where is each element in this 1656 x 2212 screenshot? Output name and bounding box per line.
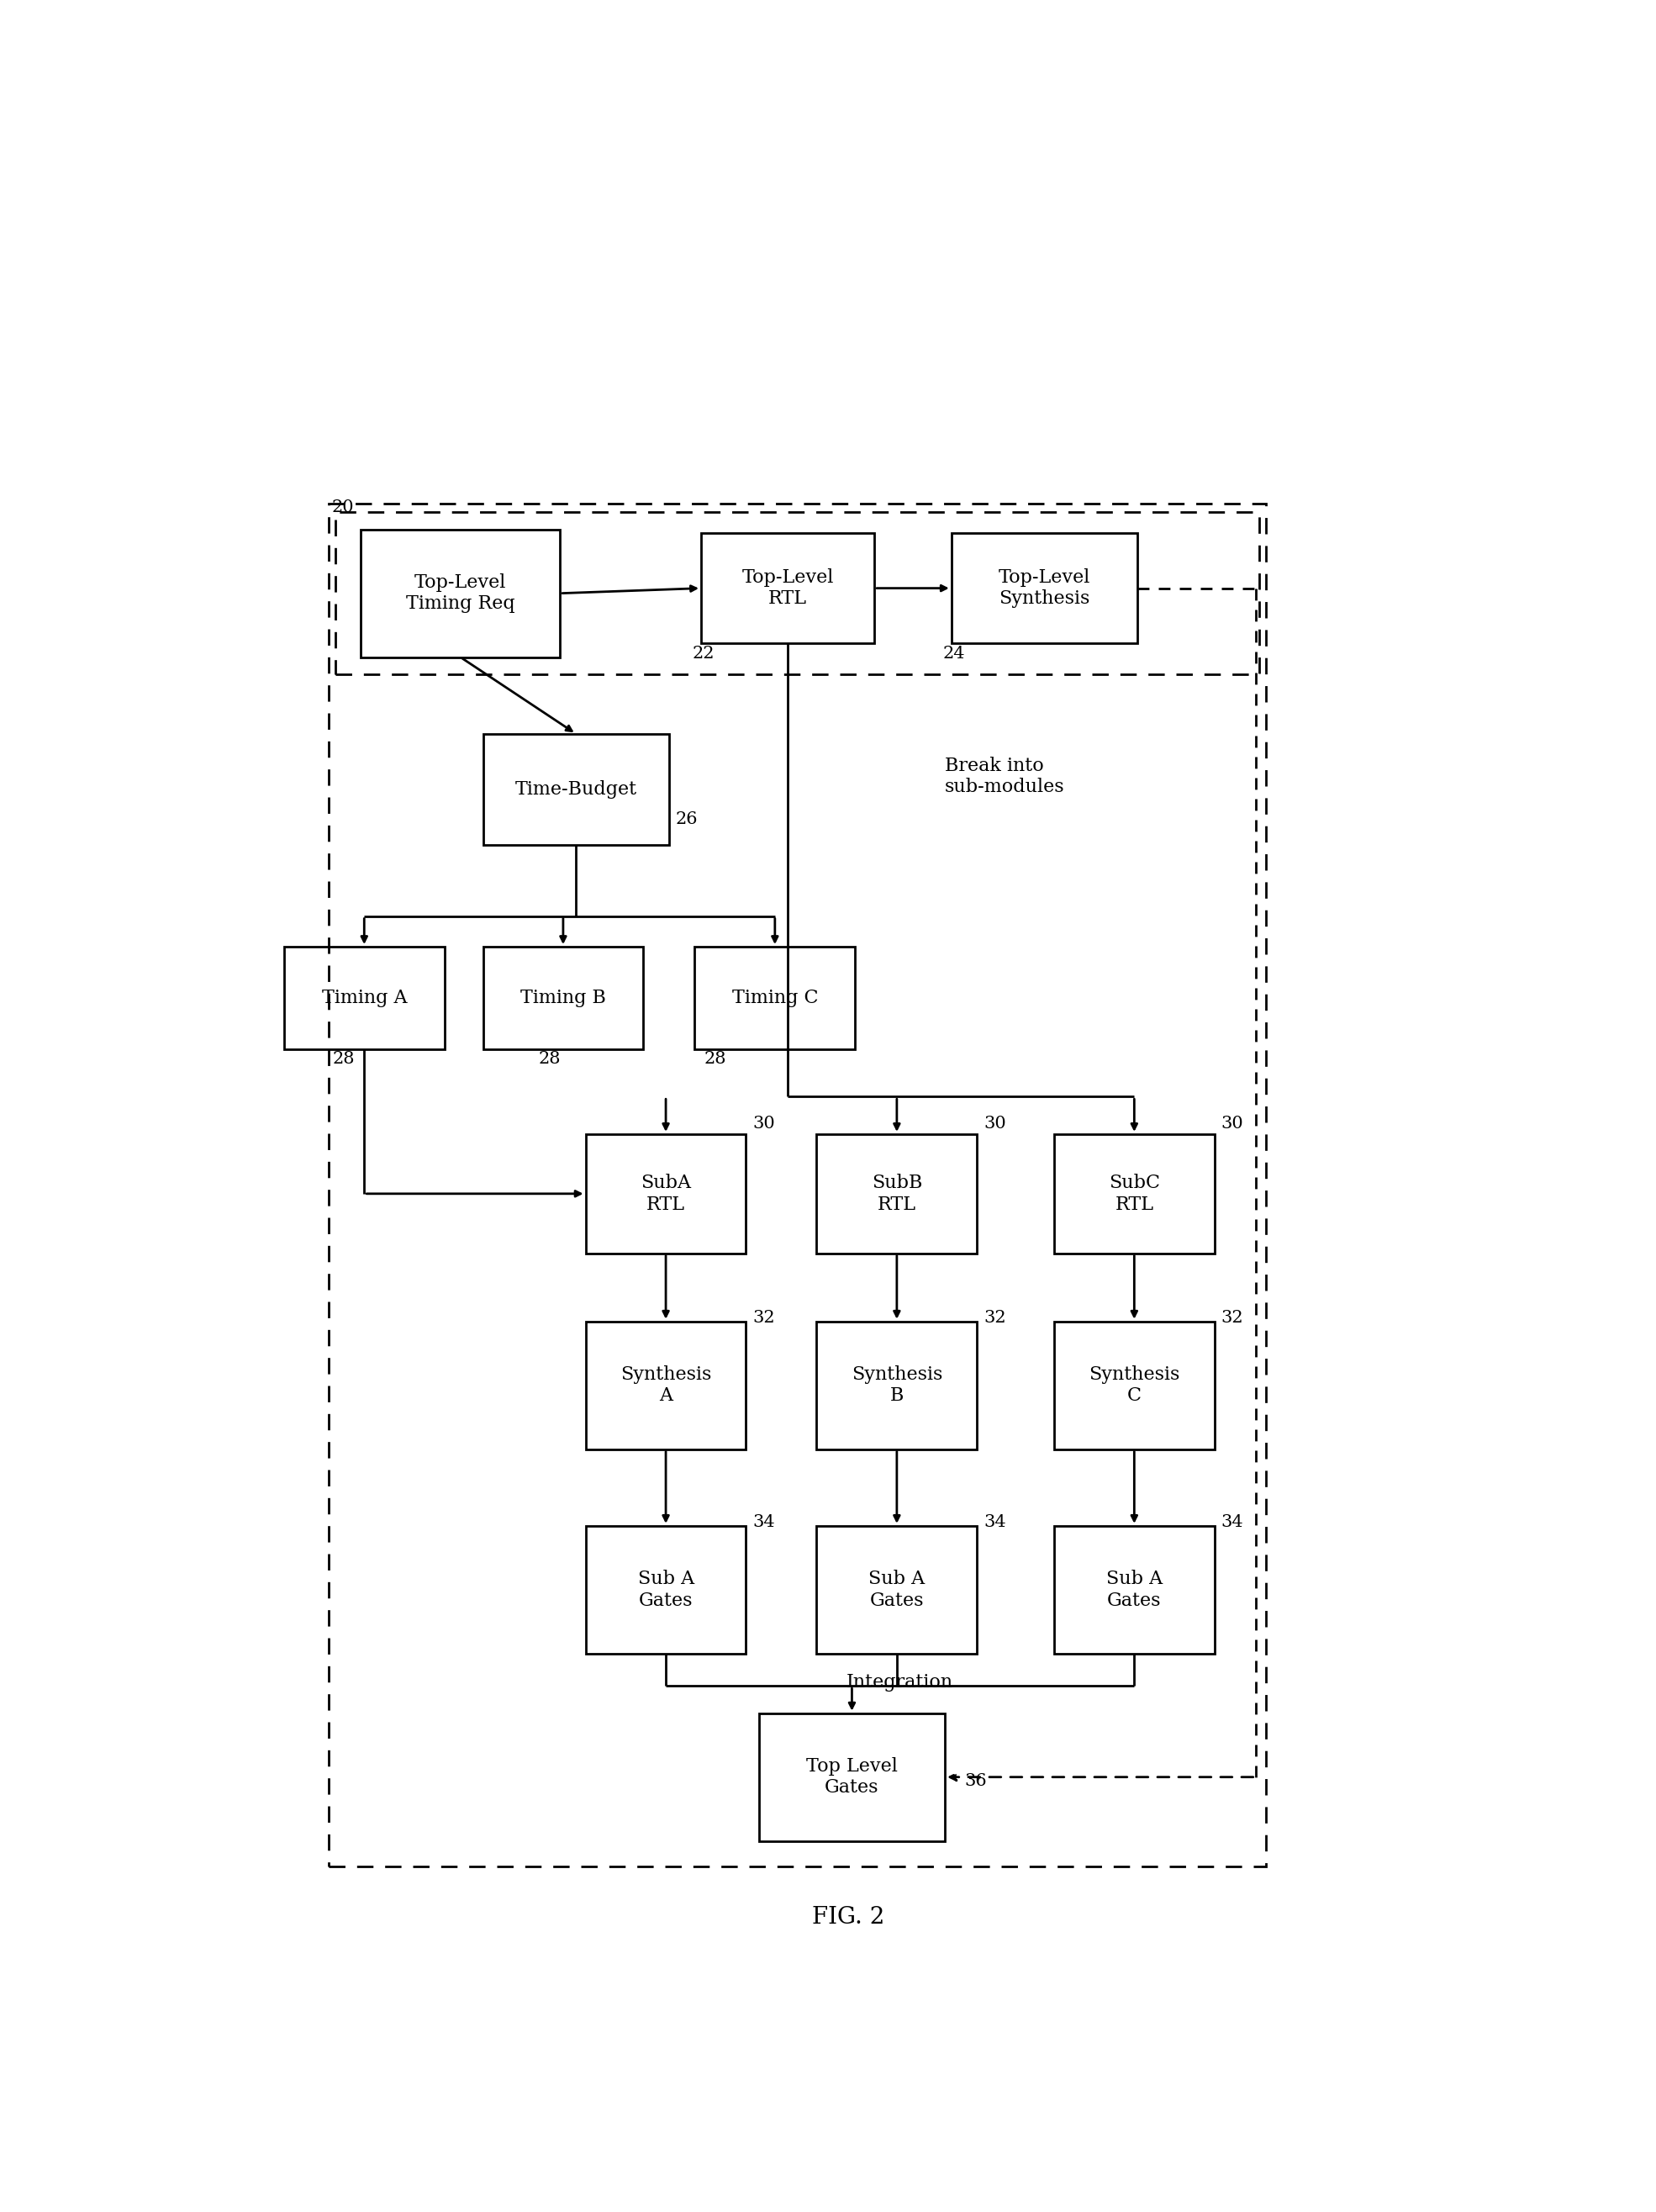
Text: 22: 22	[692, 646, 714, 661]
Text: SubC
RTL: SubC RTL	[1108, 1175, 1159, 1214]
Text: 30: 30	[1220, 1115, 1244, 1133]
Bar	[361, 529, 560, 657]
Text: SubA
RTL: SubA RTL	[641, 1175, 691, 1214]
Bar	[1055, 1526, 1214, 1655]
Bar	[951, 533, 1138, 644]
Text: Top-Level
Synthesis: Top-Level Synthesis	[999, 568, 1090, 608]
Bar	[586, 1321, 745, 1449]
Text: Top-Level
RTL: Top-Level RTL	[742, 568, 833, 608]
Text: Sub A
Gates: Sub A Gates	[638, 1571, 694, 1610]
Text: Sub A
Gates: Sub A Gates	[1106, 1571, 1163, 1610]
Text: 34: 34	[752, 1515, 775, 1531]
Text: Timing A: Timing A	[321, 989, 407, 1006]
Text: 30: 30	[752, 1115, 775, 1133]
Bar	[696, 947, 854, 1048]
Text: Timing C: Timing C	[732, 989, 818, 1006]
Text: Break into
sub-modules: Break into sub-modules	[946, 757, 1065, 796]
Text: SubB
RTL: SubB RTL	[871, 1175, 922, 1214]
Text: 32: 32	[984, 1310, 1005, 1325]
Text: 32: 32	[752, 1310, 775, 1325]
Bar	[335, 513, 1260, 675]
Text: Time-Budget: Time-Budget	[515, 781, 638, 799]
Text: FIG. 2: FIG. 2	[813, 1907, 884, 1929]
Bar	[816, 1526, 977, 1655]
Text: Synthesis
A: Synthesis A	[621, 1365, 712, 1405]
Bar	[330, 504, 1265, 1867]
Text: Integration: Integration	[846, 1672, 954, 1692]
Bar	[1055, 1321, 1214, 1449]
Text: 26: 26	[676, 812, 697, 827]
Text: Sub A
Gates: Sub A Gates	[869, 1571, 926, 1610]
Bar	[586, 1526, 745, 1655]
Text: 28: 28	[538, 1051, 560, 1066]
Bar	[285, 947, 444, 1048]
Text: Top-Level
Timing Req: Top-Level Timing Req	[406, 573, 515, 613]
Bar	[816, 1321, 977, 1449]
Bar	[484, 734, 669, 845]
Text: 24: 24	[942, 646, 965, 661]
Bar	[758, 1712, 946, 1840]
Text: 28: 28	[704, 1051, 725, 1066]
Text: 36: 36	[964, 1774, 987, 1790]
Text: 34: 34	[1220, 1515, 1244, 1531]
Bar	[1055, 1135, 1214, 1254]
Text: Top Level
Gates: Top Level Gates	[806, 1756, 898, 1796]
Text: Timing B: Timing B	[520, 989, 606, 1006]
Bar	[484, 947, 643, 1048]
Text: 28: 28	[333, 1051, 354, 1066]
Text: 32: 32	[1220, 1310, 1244, 1325]
Text: 20: 20	[331, 500, 354, 515]
Bar	[700, 533, 874, 644]
Bar	[586, 1135, 745, 1254]
Text: 34: 34	[984, 1515, 1005, 1531]
Text: Synthesis
C: Synthesis C	[1088, 1365, 1179, 1405]
Bar	[816, 1135, 977, 1254]
Text: 30: 30	[984, 1115, 1005, 1133]
Text: Synthesis
B: Synthesis B	[851, 1365, 942, 1405]
